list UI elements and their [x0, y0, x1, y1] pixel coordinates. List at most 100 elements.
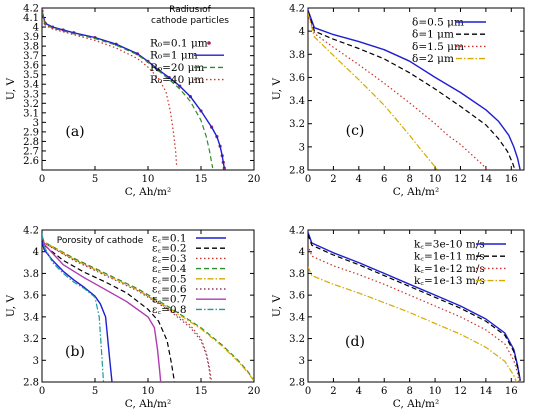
y-axis-label: U, V	[271, 78, 283, 101]
series-line	[308, 13, 439, 170]
y-tick-label: 3.3	[23, 89, 39, 100]
y-tick-label: 2.7	[23, 146, 39, 157]
x-tick-label: 4	[356, 386, 362, 397]
y-tick-label: 4	[299, 247, 305, 258]
x-tick-label: 6	[381, 174, 387, 185]
x-tick-label: 4	[356, 174, 362, 185]
x-tick-label: 0	[305, 386, 311, 397]
y-tick-label: 2.8	[23, 137, 39, 148]
legend-label: δ=0.5 μm	[412, 17, 464, 29]
panel-c: 0 2 4 6 8 10 12 14 16 2.8 3 3.2 3.4 3.6 3.8 4 4.2 C, Ah/m…	[271, 4, 525, 198]
panel-tag: (c)	[346, 123, 365, 139]
series-group	[308, 231, 521, 382]
series-group	[42, 9, 226, 170]
legend-label: ε꜀=0.1	[152, 233, 187, 245]
y-tick-label: 4.2	[23, 4, 39, 15]
y-tick-label: 4	[33, 247, 39, 258]
x-tick-label: 15	[195, 174, 208, 185]
x-tick-label: 15	[195, 386, 208, 397]
x-tick-label: 0	[39, 174, 45, 185]
x-axis-label: C, Ah/m²	[393, 186, 439, 198]
legend-label: R₀=40 μm	[150, 74, 204, 86]
x-tick-label: 16	[505, 174, 518, 185]
x-tick-label: 5	[92, 174, 98, 185]
series-line	[308, 11, 516, 170]
x-tick-label: 20	[248, 174, 261, 185]
y-tick-label: 3.2	[23, 334, 39, 345]
legend-label: δ=2 μm	[412, 53, 454, 65]
y-tick-label: 3.9	[23, 32, 39, 43]
x-tick-label: 20	[248, 386, 261, 397]
y-tick-label: 4	[299, 27, 305, 38]
legend-label: R₀=0.1 μm	[150, 38, 208, 50]
panel-a: 0 5 10 15 202.62.72.82.933.13.23.33.43.53.63…	[5, 4, 260, 199]
panel-tag: (b)	[65, 344, 85, 360]
series-line	[308, 12, 488, 170]
y-tick-label: 3.6	[289, 291, 305, 302]
legend-label: k꜀=1e-12 m/s	[414, 263, 485, 275]
legend-title-line: Radius of	[169, 5, 212, 15]
y-tick-label: 2.8	[289, 378, 305, 389]
y-tick-label: 3.4	[23, 80, 39, 91]
legend-label: δ=1.5 μm	[412, 41, 464, 53]
series-line	[42, 236, 254, 382]
series-line	[42, 236, 254, 382]
legend-title: Radius of cathode particles	[151, 5, 229, 26]
legend-label: ε꜀=0.4	[152, 263, 187, 275]
y-tick-label: 3.8	[23, 42, 39, 53]
y-tick-label: 4.2	[289, 4, 305, 15]
y-tick-label: 3.4	[23, 312, 39, 323]
x-axis-label: C, Ah/m²	[393, 398, 439, 410]
panel-d: 0 2 4 6 8 10 12 14 16 2.8 3 3.2 3.4 3.6 3.8 4 4.2 C, Ah/m…	[271, 226, 525, 410]
y-tick-label: 3.8	[23, 269, 39, 280]
legend-label: ε꜀=0.8	[152, 304, 187, 316]
x-tick-label: 8	[406, 386, 412, 397]
x-tick-label: 0	[39, 386, 45, 397]
y-tick-label: 4.1	[23, 13, 39, 24]
legend-label: ε꜀=0.7	[152, 294, 187, 306]
x-tick-label: 10	[429, 174, 442, 185]
x-tick-label: 5	[92, 386, 98, 397]
y-tick-label: 3.8	[289, 50, 305, 61]
y-tick-label: 3.6	[23, 61, 39, 72]
y-tick-label: 2.6	[23, 156, 39, 167]
legend-label: ε꜀=0.6	[152, 284, 187, 296]
x-axis-label: C, Ah/m²	[125, 186, 171, 198]
legend-label: k꜀=3e-10 m/s	[414, 239, 485, 251]
y-axis-label: U, V	[271, 295, 283, 318]
legend-label: R₀=20 μm	[150, 62, 204, 74]
series-line	[308, 234, 521, 382]
x-tick-label: 10	[142, 386, 155, 397]
legend-label: k꜀=1e-13 m/s	[414, 275, 485, 287]
series-line	[42, 235, 162, 382]
legend-title: Porosity of cathode	[57, 236, 144, 246]
y-tick-label: 3	[299, 356, 305, 367]
x-tick-label: 16	[505, 386, 518, 397]
legend-label: ε꜀=0.2	[152, 243, 187, 255]
series-line	[308, 231, 521, 380]
series-group	[308, 10, 521, 170]
series-line	[42, 234, 105, 382]
y-tick-label: 2.8	[23, 378, 39, 389]
x-tick-label: 0	[305, 174, 311, 185]
legend-title-line: cathode particles	[151, 16, 229, 26]
y-tick-label: 3	[299, 142, 305, 153]
y-tick-label: 2.9	[23, 127, 39, 138]
series-line	[308, 10, 521, 170]
y-axis-label: U, V	[5, 78, 17, 101]
y-tick-label: 3	[33, 118, 39, 129]
y-tick-label: 3.5	[23, 70, 39, 81]
y-axis-label: U, V	[5, 295, 17, 318]
x-axis-label: C, Ah/m²	[125, 398, 171, 410]
y-tick-label: 2.8	[289, 166, 305, 177]
y-tick-label: 3.2	[23, 99, 39, 110]
plot-frame	[307, 229, 525, 383]
series-line	[42, 240, 113, 382]
series-line	[42, 11, 214, 169]
x-tick-label: 6	[381, 386, 387, 397]
y-tick-label: 3.7	[23, 51, 39, 62]
x-tick-label: 10	[142, 174, 155, 185]
legend-label: ε꜀=0.3	[152, 253, 187, 265]
